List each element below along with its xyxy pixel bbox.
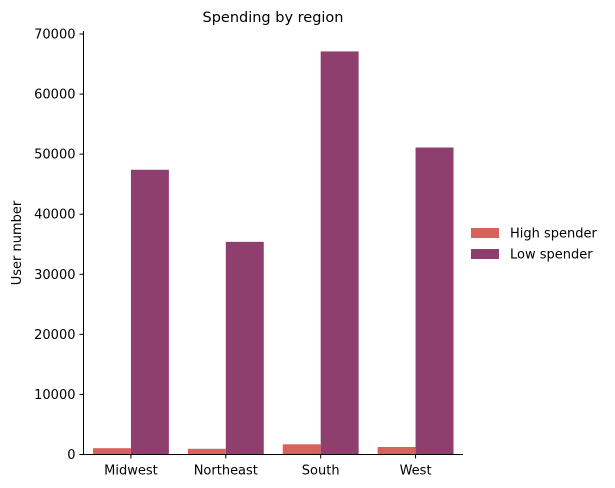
bar-low-spender-west bbox=[415, 147, 454, 455]
y-tick-label: 50000 bbox=[34, 148, 75, 163]
y-tick-label: 40000 bbox=[34, 208, 75, 223]
x-tick-label: Northeast bbox=[194, 464, 258, 479]
x-tick-label: Midwest bbox=[104, 464, 158, 479]
bar-low-spender-south bbox=[320, 51, 359, 455]
y-tick-label: 60000 bbox=[34, 88, 75, 103]
bars-group bbox=[92, 51, 454, 455]
legend: High spender Low spender bbox=[471, 227, 598, 263]
bar-high-spender-south bbox=[282, 444, 321, 455]
y-axis-label: User number bbox=[10, 200, 25, 285]
y-tick-label: 20000 bbox=[34, 328, 75, 343]
y-tick-label: 0 bbox=[67, 448, 75, 463]
y-tick-label: 30000 bbox=[34, 268, 75, 283]
x-axis-ticks: Midwest Northeast South West bbox=[104, 454, 432, 479]
legend-swatch bbox=[471, 228, 499, 238]
bar-low-spender-midwest bbox=[130, 169, 169, 455]
bar-high-spender-west bbox=[377, 446, 416, 455]
legend-label: High spender bbox=[510, 227, 598, 242]
bar-low-spender-northeast bbox=[225, 241, 264, 455]
bar-high-spender-midwest bbox=[92, 448, 131, 455]
x-tick-label: South bbox=[302, 464, 340, 479]
x-tick-label: West bbox=[400, 464, 432, 479]
chart-title: Spending by region bbox=[202, 10, 343, 26]
y-tick-label: 10000 bbox=[34, 388, 75, 403]
y-axis-ticks: 0 10000 20000 30000 40000 50000 60000 70000 bbox=[34, 28, 84, 463]
y-tick-label: 70000 bbox=[34, 28, 75, 43]
legend-swatch bbox=[471, 249, 499, 259]
bar-high-spender-northeast bbox=[187, 448, 226, 455]
legend-label: Low spender bbox=[510, 248, 593, 263]
